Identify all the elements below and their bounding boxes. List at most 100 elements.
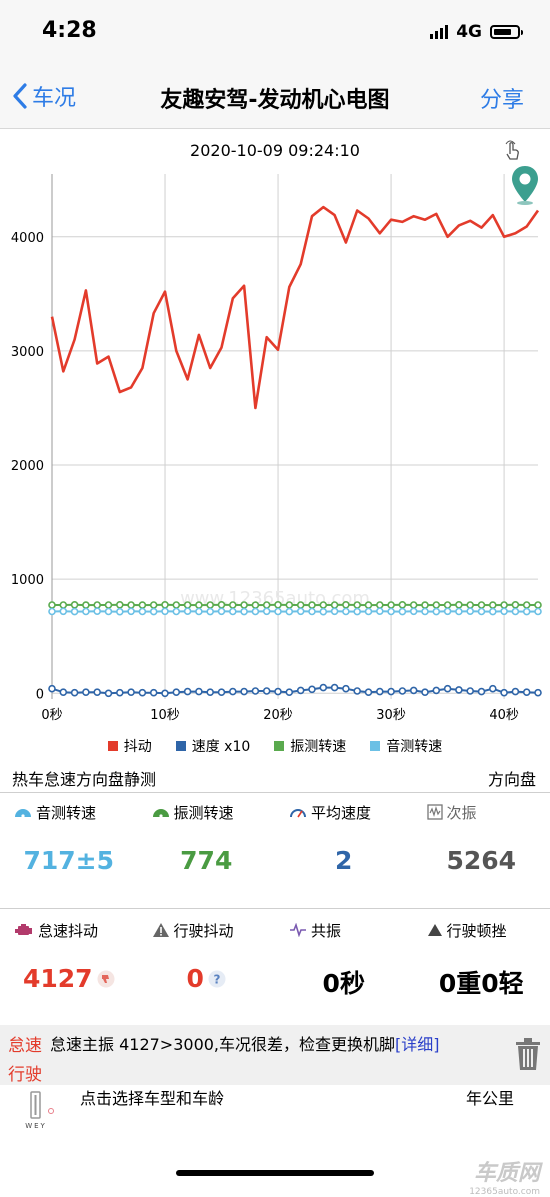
series-point xyxy=(377,602,383,608)
series-point xyxy=(332,602,338,608)
series-point xyxy=(185,602,191,608)
test-mode-row: 热车怠速方向盘静测 方向盘 xyxy=(0,762,550,793)
legend-label: 振测转速 xyxy=(290,736,346,756)
series-point xyxy=(151,609,157,615)
divider xyxy=(0,908,550,909)
trash-icon[interactable] xyxy=(514,1037,542,1071)
chart-title: 2020-10-09 09:24:10 xyxy=(190,141,360,160)
metric-sound-rpm[interactable]: 音测转速 717±5 xyxy=(0,800,138,875)
series-point xyxy=(479,602,485,608)
series-point xyxy=(196,609,202,615)
metric-average-speed[interactable]: 平均速度 2 xyxy=(275,800,413,875)
series-point xyxy=(479,689,485,695)
legend-label: 速度 x10 xyxy=(192,736,251,756)
series-point xyxy=(467,602,473,608)
home-indicator[interactable] xyxy=(176,1170,374,1176)
series-point xyxy=(219,689,225,695)
series-point xyxy=(275,602,281,608)
y-tick-label: 1000 xyxy=(11,573,44,588)
share-button[interactable]: 分享 xyxy=(480,82,524,114)
legend-swatch xyxy=(274,741,284,751)
x-tick-label: 30秒 xyxy=(376,708,406,723)
vehicle-select-row[interactable]: 点击选择车型和车龄 年公里 xyxy=(0,1085,550,1135)
series-point xyxy=(501,602,507,608)
series-line xyxy=(52,611,538,612)
wey-logo-text: WEY xyxy=(25,1122,47,1130)
x-tick-label: 40秒 xyxy=(489,708,519,723)
series-point xyxy=(490,686,496,692)
thumbs-down-icon[interactable] xyxy=(97,970,115,988)
annual-km-label[interactable]: 年公里 xyxy=(466,1085,514,1109)
pulse-icon xyxy=(289,923,307,937)
metric-value: 5264 xyxy=(446,846,516,875)
series-point xyxy=(60,608,66,614)
engine-icon xyxy=(14,923,34,937)
series-point xyxy=(286,602,292,608)
legend-item[interactable]: 振测转速 xyxy=(274,735,346,757)
question-icon[interactable]: ? xyxy=(208,970,226,988)
detail-link[interactable]: [详细] xyxy=(395,1035,440,1054)
series-point xyxy=(445,686,451,692)
metric-driving-jerk[interactable]: 行驶顿挫 0重0轻 xyxy=(413,918,550,1000)
series-point xyxy=(196,689,202,695)
series-point xyxy=(433,602,439,608)
series-point xyxy=(411,602,417,608)
x-tick-label: 0秒 xyxy=(41,708,62,723)
metric-secondary-vibration[interactable]: 次振 5264 xyxy=(413,800,550,875)
series-point xyxy=(320,602,326,608)
alert-message: 怠速主振 4127>3000,车况很差，检查更换机脚 xyxy=(50,1035,395,1054)
legend-item[interactable]: 抖动 xyxy=(108,735,152,757)
series-point xyxy=(343,609,349,615)
metric-vibration-rpm[interactable]: 振测转速 774 xyxy=(138,800,276,875)
series-point xyxy=(151,602,157,608)
series-point xyxy=(445,602,451,608)
series-point xyxy=(49,609,55,615)
legend-item[interactable]: 音测转速 xyxy=(370,735,442,757)
series-point xyxy=(139,609,145,615)
series-line xyxy=(52,688,538,694)
series-point xyxy=(411,608,417,614)
select-vehicle-prompt[interactable]: 点击选择车型和车龄 xyxy=(80,1085,224,1109)
metric-driving-shake[interactable]: 行驶抖动 0 ? xyxy=(138,918,276,1000)
series-point xyxy=(377,608,383,614)
series-point xyxy=(377,689,383,695)
series-point xyxy=(456,687,462,693)
series-point xyxy=(162,602,168,608)
series-point xyxy=(72,690,78,696)
metric-value: 774 xyxy=(180,846,232,875)
series-1 xyxy=(49,685,541,697)
series-point xyxy=(320,685,326,691)
series-point xyxy=(230,609,236,615)
metric-label: 平均速度 xyxy=(311,802,371,823)
steering-wheel-label[interactable]: 方向盘 xyxy=(488,766,536,790)
series-point xyxy=(185,689,191,695)
metric-resonance[interactable]: 共振 0秒 xyxy=(275,918,413,1000)
series-point xyxy=(207,609,213,615)
series-point xyxy=(139,690,145,696)
legend-swatch xyxy=(108,741,118,751)
series-point xyxy=(72,609,78,615)
series-point xyxy=(83,609,89,615)
legend-item[interactable]: 速度 x10 xyxy=(176,735,251,757)
series-point xyxy=(411,687,417,693)
metric-idle-shake[interactable]: 怠速抖动 4127 xyxy=(0,918,138,1000)
series-point xyxy=(298,687,304,693)
series-point xyxy=(320,609,326,615)
series-point xyxy=(354,609,360,615)
wave-box-icon xyxy=(427,804,443,820)
series-point xyxy=(490,609,496,615)
y-tick-label: 4000 xyxy=(11,231,44,246)
series-point xyxy=(219,608,225,614)
series-point xyxy=(219,602,225,608)
metric-value: 0 xyxy=(187,964,204,993)
map-pin-icon[interactable] xyxy=(512,166,538,205)
series-point xyxy=(275,689,281,695)
series-point xyxy=(106,602,112,608)
series-point xyxy=(399,688,405,694)
series-point xyxy=(354,602,360,608)
svg-text:?: ? xyxy=(213,972,220,986)
series-point xyxy=(139,602,145,608)
touch-icon[interactable] xyxy=(506,141,518,159)
triangle-icon xyxy=(427,923,443,937)
